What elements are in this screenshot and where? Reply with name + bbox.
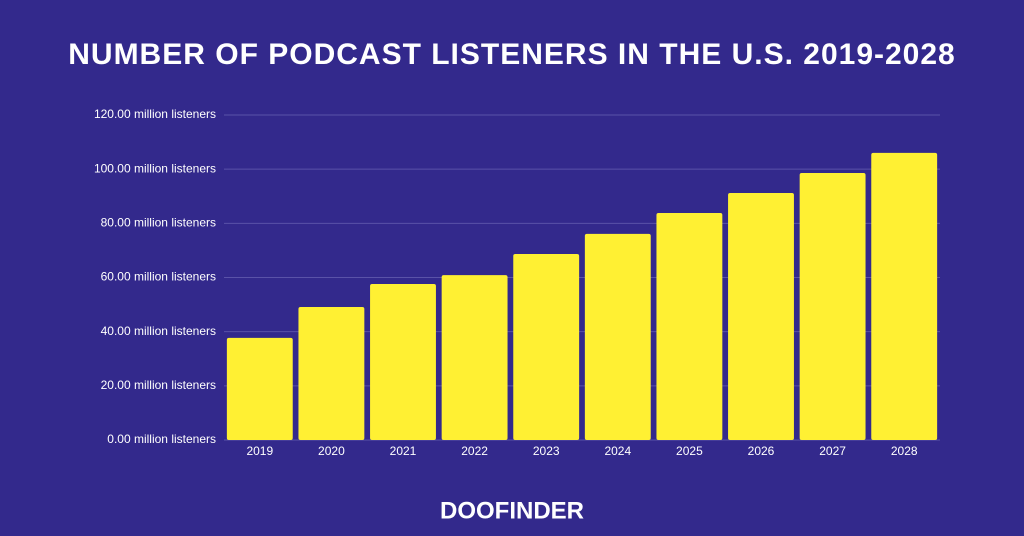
bar <box>226 337 293 440</box>
x-tick-label: 2023 <box>533 444 560 458</box>
x-tick-label: 2026 <box>748 444 775 458</box>
y-tick-label: 80.00 million listeners <box>101 216 216 230</box>
brand-logo: DOOFINDER <box>440 497 584 524</box>
bar <box>370 284 436 440</box>
bar <box>871 152 938 440</box>
bar <box>441 275 508 440</box>
y-tick-label: 40.00 million listeners <box>101 324 216 338</box>
x-tick-label: 2021 <box>390 444 417 458</box>
y-tick-label: 0.00 million listeners <box>107 432 216 446</box>
x-tick-label: 2024 <box>604 444 631 458</box>
y-tick-label: 60.00 million listeners <box>101 270 216 284</box>
bar <box>799 172 866 441</box>
x-tick-label: 2022 <box>461 444 488 458</box>
chart-title: NUMBER OF PODCAST LISTENERS IN THE U.S. … <box>68 38 956 71</box>
bar <box>513 253 580 440</box>
y-tick-label: 100.00 million listeners <box>94 161 216 175</box>
bar <box>728 193 794 440</box>
x-tick-label: 2019 <box>246 444 273 458</box>
y-tick-label: 120.00 million listeners <box>94 107 216 121</box>
x-tick-label: 2027 <box>819 444 846 458</box>
x-tick-label: 2025 <box>676 444 703 458</box>
x-tick-label: 2020 <box>318 444 345 458</box>
y-tick-label: 20.00 million listeners <box>101 378 216 392</box>
x-tick-label: 2028 <box>891 444 918 458</box>
bar <box>656 213 723 440</box>
bar <box>298 307 365 440</box>
bar <box>584 233 651 440</box>
